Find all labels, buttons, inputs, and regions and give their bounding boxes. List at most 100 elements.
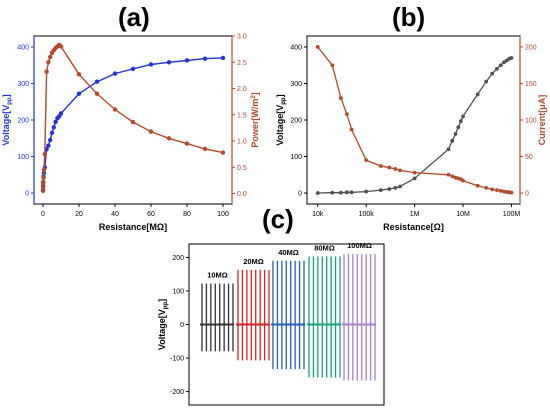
data-point-a-0 xyxy=(76,91,82,96)
data-point-b-1 xyxy=(349,127,354,132)
data-point-a-1 xyxy=(94,91,100,96)
data-point-b-0 xyxy=(509,56,514,60)
y-tick-label-c: -100 xyxy=(170,356,184,363)
y-axis-label-c: Voltage[Vpp] xyxy=(157,299,169,350)
data-point-b-0 xyxy=(315,191,320,195)
data-point-b-0 xyxy=(475,92,480,97)
data-point-b-1 xyxy=(461,178,465,183)
chart-a: 0 20 40 60 80 100 0 100 200 300 400 0.0 0.5 1.0 1.5 2.0… xyxy=(17,34,247,233)
data-point-a-0 xyxy=(46,143,51,148)
x-axis-label-b: Resistance[Ω] xyxy=(383,222,444,232)
y-right-tick-label-a: 1.0 xyxy=(237,139,247,146)
data-point-a-1 xyxy=(220,150,226,155)
data-point-b-0 xyxy=(393,186,398,190)
y-left-tick-label-a: 300 xyxy=(17,81,29,88)
data-point-b-0 xyxy=(387,187,392,191)
data-point-a-1 xyxy=(58,44,64,49)
data-point-b-0 xyxy=(502,60,506,65)
data-point-b-0 xyxy=(398,184,402,189)
data-point-b-0 xyxy=(453,131,458,136)
data-point-b-0 xyxy=(498,63,503,68)
data-point-a-1 xyxy=(184,141,190,146)
y-right-tick-label-b: 0 xyxy=(525,191,529,198)
x-tick-label-a: 40 xyxy=(111,211,119,218)
data-point-b-0 xyxy=(490,71,495,76)
x-tick-label-a: 80 xyxy=(183,211,191,218)
data-point-a-0 xyxy=(58,111,64,116)
panel-label-a: (a) xyxy=(118,2,150,32)
y-right-tick-label-b: 50 xyxy=(525,154,533,161)
y-left-tick-label-b: 300 xyxy=(290,81,302,88)
data-point-a-1 xyxy=(40,180,46,186)
data-point-a-1 xyxy=(40,188,46,194)
data-point-a-1 xyxy=(166,136,172,141)
y-left-tick-label-a: 100 xyxy=(17,154,29,161)
y-right-tick-label-b: 200 xyxy=(525,44,537,51)
data-point-a-0 xyxy=(48,137,53,143)
data-point-b-1 xyxy=(484,186,489,190)
data-point-a-0 xyxy=(94,79,100,84)
y-left-tick-label-a: 400 xyxy=(17,44,29,51)
x-tick-label-b: 10k xyxy=(312,211,324,218)
y-right-tick-label-b: 150 xyxy=(525,81,537,88)
data-point-b-0 xyxy=(450,138,455,143)
y-right-axis-label-b: Current[μA] xyxy=(537,95,547,146)
data-point-a-0 xyxy=(49,130,55,135)
y-left-tick-label-b: 200 xyxy=(290,118,302,125)
data-point-a-1 xyxy=(148,129,154,134)
data-point-b-0 xyxy=(330,190,335,195)
data-point-a-1 xyxy=(46,60,51,65)
data-point-a-1 xyxy=(41,167,47,173)
y-right-tick-label-b: 100 xyxy=(525,118,537,125)
data-point-a-1 xyxy=(44,69,49,74)
y-left-tick-label-a: 0 xyxy=(25,191,29,198)
y-tick-label-c: 200 xyxy=(172,255,184,262)
x-axis-label-a: Resistance[MΩ] xyxy=(99,222,167,232)
data-point-b-1 xyxy=(393,167,398,171)
data-point-a-1 xyxy=(112,107,118,112)
y-right-tick-label-a: 3.0 xyxy=(237,34,247,41)
series-label-c-3: 80MΩ xyxy=(314,243,335,252)
data-point-b-1 xyxy=(450,174,455,179)
x-tick-label-a: 60 xyxy=(147,211,155,218)
y-tick-label-c: 0 xyxy=(180,322,184,329)
y-right-tick-label-a: 0.5 xyxy=(237,165,247,172)
data-point-a-0 xyxy=(53,119,58,125)
data-point-b-1 xyxy=(498,188,503,193)
data-point-a-1 xyxy=(40,185,46,190)
data-point-b-1 xyxy=(345,112,349,117)
data-point-b-1 xyxy=(338,96,343,100)
y-right-tick-label-a: 2.0 xyxy=(237,86,247,93)
data-point-b-0 xyxy=(364,189,369,194)
y-left-tick-label-b: 400 xyxy=(290,44,302,51)
x-tick-label-b: 10M xyxy=(456,211,470,218)
y-left-axis-label-b: Voltage[Vpp] xyxy=(275,94,287,145)
series-label-c-0: 10MΩ xyxy=(207,271,228,280)
data-point-b-0 xyxy=(338,190,343,195)
data-point-b-1 xyxy=(502,189,506,194)
data-point-a-1 xyxy=(42,151,47,157)
chart-b: 10k 100k 1M 10M 100M 0 100 200 300 400 0 50 100 150 20… xyxy=(290,35,537,232)
data-point-b-1 xyxy=(490,187,495,192)
data-point-b-0 xyxy=(484,79,489,84)
data-point-b-1 xyxy=(494,188,499,193)
panel-label-c: (c) xyxy=(262,204,294,234)
data-point-b-1 xyxy=(398,168,402,173)
data-point-a-0 xyxy=(148,62,154,67)
x-tick-label-a: 0 xyxy=(41,211,45,218)
y-right-tick-label-a: 2.5 xyxy=(237,60,247,67)
data-point-b-0 xyxy=(349,190,354,195)
data-point-a-0 xyxy=(202,56,208,61)
x-tick-label-b: 100k xyxy=(359,211,375,218)
data-point-b-0 xyxy=(345,190,349,195)
data-point-a-0 xyxy=(220,55,226,61)
chart-c: -200 -100 0 100 200 10MΩ 20MΩ 40MΩ 80MΩ 100MΩ xyxy=(170,241,385,406)
x-tick-label-a: 20 xyxy=(75,211,83,218)
y-left-tick-label-b: 100 xyxy=(290,154,302,161)
data-point-a-0 xyxy=(184,58,190,63)
data-point-b-1 xyxy=(364,158,369,163)
data-point-a-1 xyxy=(48,54,53,60)
data-point-a-1 xyxy=(76,72,82,77)
data-point-b-0 xyxy=(378,188,383,193)
